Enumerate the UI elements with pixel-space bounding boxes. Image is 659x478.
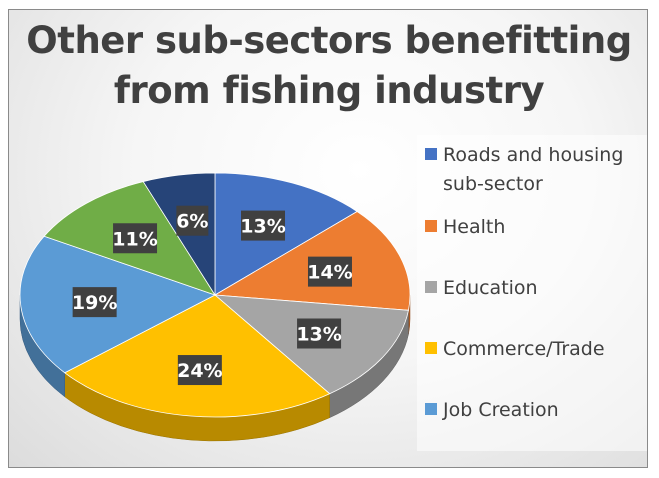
pie-chart: 13% 14% 13% 24% 19% 11% 6% bbox=[19, 172, 411, 442]
data-label-text: 19% bbox=[72, 292, 117, 314]
legend-swatch bbox=[425, 281, 437, 293]
data-label: 24% bbox=[177, 355, 223, 386]
data-label: 6% bbox=[176, 205, 209, 236]
data-label: 11% bbox=[112, 223, 158, 254]
data-label-text: 13% bbox=[296, 324, 341, 346]
data-label-text: 13% bbox=[240, 216, 285, 238]
data-label-box bbox=[113, 223, 158, 254]
legend-swatch bbox=[425, 148, 437, 160]
data-label: 13% bbox=[296, 318, 342, 349]
chart-title: Other sub-sectors benefitting from fishin… bbox=[26, 19, 632, 112]
pie-slice bbox=[19, 235, 217, 374]
legend-item: Job Creation bbox=[425, 396, 643, 425]
data-label-box bbox=[176, 205, 209, 236]
legend-swatch bbox=[425, 342, 437, 354]
data-label: 14% bbox=[307, 256, 353, 287]
data-label-box bbox=[307, 256, 352, 287]
legend-label: Education bbox=[443, 277, 538, 299]
data-label-text: 6% bbox=[176, 211, 208, 233]
legend-label: Commerce/Trade bbox=[443, 338, 605, 360]
legend-swatch bbox=[425, 403, 437, 415]
data-label-box bbox=[72, 287, 117, 318]
data-label: 19% bbox=[72, 287, 117, 318]
data-label-box bbox=[241, 210, 286, 241]
data-label-box bbox=[177, 355, 222, 386]
legend-item: Roads and housing sub-sector bbox=[425, 141, 643, 199]
data-label: 13% bbox=[240, 210, 286, 241]
pie-slice bbox=[214, 172, 358, 296]
data-label-text: 14% bbox=[307, 262, 352, 284]
legend-label: Job Creation bbox=[443, 399, 559, 421]
legend-item: Education bbox=[425, 274, 643, 303]
legend-label: Health bbox=[443, 216, 506, 238]
data-label-text: 24% bbox=[177, 360, 222, 382]
legend-swatch bbox=[425, 220, 437, 232]
chart-legend: Roads and housing sub-sector Health Educat… bbox=[417, 135, 647, 451]
legend-item: Commerce/Trade bbox=[425, 335, 643, 364]
data-label-box bbox=[297, 318, 342, 349]
legend-item: Health bbox=[425, 213, 643, 242]
legend-label: Roads and housing sub-sector bbox=[443, 144, 624, 195]
data-label-text: 11% bbox=[112, 228, 157, 250]
chart-frame: Other sub-sectors benefitting from fishin… bbox=[8, 9, 648, 468]
